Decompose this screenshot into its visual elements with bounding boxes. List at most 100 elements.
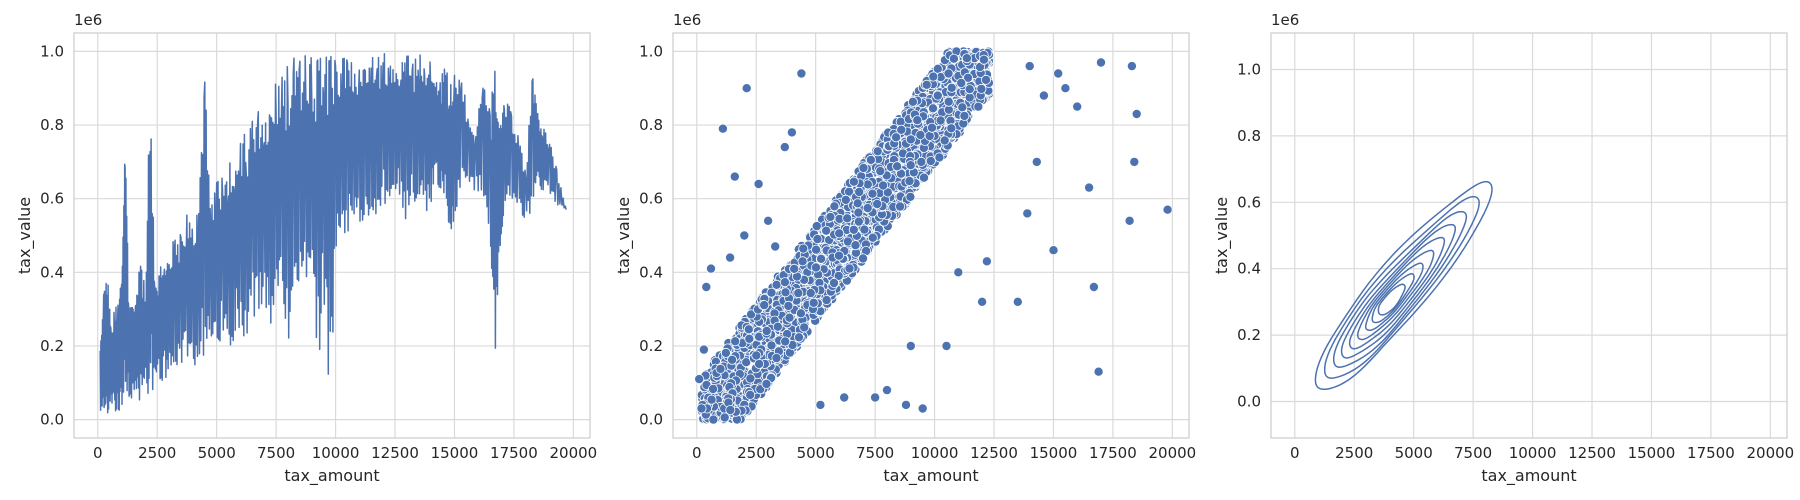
scatter-point — [746, 309, 757, 320]
scatter-point — [815, 399, 826, 410]
kde-contour — [1340, 223, 1457, 359]
scatter-point — [771, 353, 782, 364]
scatter-point — [741, 83, 752, 94]
kde-contour — [1314, 180, 1493, 390]
x-tick-label: 12500 — [970, 444, 1018, 462]
scatter-point — [896, 124, 907, 135]
scatter-point — [1162, 204, 1173, 215]
scatter-point — [754, 358, 765, 369]
scatter-point — [959, 110, 970, 121]
scatter-point — [924, 130, 935, 141]
scatter-point — [753, 178, 764, 189]
series-line — [99, 53, 567, 414]
scatter-point — [892, 161, 903, 172]
scatter-point — [935, 115, 946, 126]
scatter-point — [943, 68, 954, 79]
scatter-point — [872, 198, 883, 209]
scatter-point — [964, 92, 975, 103]
scatter-point — [796, 68, 807, 79]
scatter-point — [964, 84, 975, 95]
scatter-point — [739, 230, 750, 241]
kde-contour — [1377, 283, 1406, 316]
x-tick-label: 0 — [93, 444, 103, 462]
scatter-point — [853, 216, 864, 227]
data-layer — [1314, 180, 1493, 390]
scatter-point — [904, 176, 915, 187]
scatter-point — [694, 374, 705, 385]
scatter-point — [977, 296, 988, 307]
kde-contour — [1323, 195, 1480, 379]
scatter-point — [811, 244, 822, 255]
axes-frame — [73, 32, 591, 439]
scatter-point — [907, 96, 918, 107]
scatter-point — [854, 186, 865, 197]
scatter-point — [701, 281, 712, 292]
y-tick-label: 0.0 — [1237, 392, 1261, 410]
x-tick-label: 7500 — [1454, 444, 1492, 462]
x-tick-label: 17500 — [1687, 444, 1735, 462]
x-tick-label: 15000 — [1628, 444, 1676, 462]
scatter-point — [939, 135, 950, 146]
scatter-point — [745, 373, 756, 384]
scatter-point — [905, 340, 916, 351]
x-tick-label: 7500 — [856, 444, 894, 462]
x-tick-label: 5000 — [1395, 444, 1433, 462]
scatter-point — [840, 194, 851, 205]
scatter-point — [1096, 57, 1107, 68]
scatter-point — [921, 79, 932, 90]
x-axis-label: tax_amount — [284, 466, 379, 486]
scatter-point — [928, 71, 939, 82]
scatter-point — [943, 96, 954, 107]
scatter-point — [708, 383, 719, 394]
scatter-point — [829, 277, 840, 288]
scatter-point — [852, 198, 863, 209]
scatter-point — [715, 363, 726, 374]
scatter-point — [963, 72, 974, 83]
data-layer — [99, 53, 567, 414]
scatter-point — [1024, 61, 1035, 72]
scatter-point — [825, 211, 836, 222]
y-axis-label: tax_value — [15, 197, 35, 274]
scatter-point — [882, 385, 893, 396]
scatter-point — [973, 101, 984, 112]
y-tick-label: 0.4 — [40, 263, 64, 281]
x-tick-label: 10000 — [1509, 444, 1557, 462]
scatter-point — [859, 224, 870, 235]
scatter-point — [833, 270, 844, 281]
y-tick-label: 0.4 — [1237, 260, 1261, 278]
chart-panel-2: 0 2500 5000 7500 10000 12500 15000 17500 20000 0.… — [614, 11, 1196, 486]
scatter-point — [779, 277, 790, 288]
axes-frame — [672, 32, 1190, 439]
scatter-point — [793, 288, 804, 299]
y-tick-label: 0.4 — [639, 263, 663, 281]
scatter-point — [927, 122, 938, 133]
scatter-point — [1129, 156, 1140, 167]
scatter-point — [1012, 296, 1023, 307]
scatter-point — [1022, 208, 1033, 219]
scatter-point — [858, 162, 869, 173]
scatter-point — [779, 142, 790, 153]
scatter-point — [867, 232, 878, 243]
y-offset-text: 1e6 — [673, 11, 701, 29]
y-tick-label: 0.8 — [1237, 127, 1261, 145]
scatter-point — [696, 403, 707, 414]
scatter-point — [766, 287, 777, 298]
scatter-point — [839, 392, 850, 403]
scatter-point — [717, 123, 728, 134]
scatter-point — [1060, 83, 1071, 94]
x-tick-label: 12500 — [1568, 444, 1616, 462]
scatter-point — [1131, 109, 1142, 120]
scatter-point — [919, 172, 930, 183]
scatter-point — [875, 166, 886, 177]
scatter-point — [981, 256, 992, 267]
scatter-point — [812, 234, 823, 245]
y-tick-label: 0.2 — [639, 337, 663, 355]
scatter-point — [848, 176, 859, 187]
y-tick-label: 1.0 — [40, 42, 64, 60]
scatter-point — [743, 324, 754, 335]
scatter-point — [729, 171, 740, 182]
scatter-point — [844, 263, 855, 274]
x-tick-label: 15000 — [431, 444, 479, 462]
scatter-point — [915, 129, 926, 140]
scatter-point — [799, 322, 810, 333]
